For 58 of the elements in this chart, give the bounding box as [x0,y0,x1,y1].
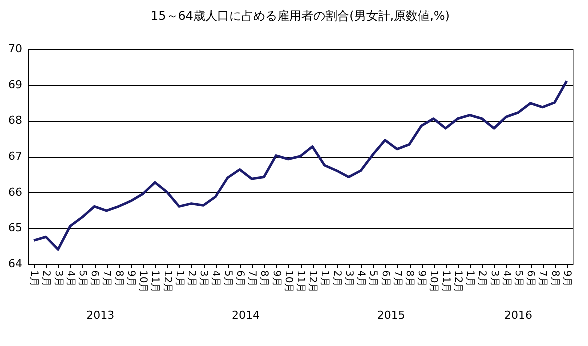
x-tick-label: 7月 [392,270,403,287]
x-tick-label: 8月 [258,270,270,287]
x-tick-label: 6月 [234,270,246,287]
y-tick-label: 64 [8,258,22,270]
x-tick-label: 3月 [343,270,354,287]
x-tick-label: 10月 [428,270,440,294]
y-tick-label: 70 [8,42,22,56]
x-tick-label: 10月 [282,270,294,294]
x-tick-label: 11月 [150,270,161,294]
x-tick-label: 11月 [440,270,452,294]
x-tick-label: 12月 [452,270,464,294]
x-tick-label: 1月 [28,270,40,287]
x-tick-label: 3月 [52,270,64,287]
x-tick-label: 4月 [64,270,76,287]
x-tick-label: 4月 [210,270,222,287]
x-tick-label: 3月 [488,270,500,287]
x-tick-label: 8月 [113,270,124,287]
x-tick-label: 8月 [404,270,415,287]
x-tick-label: 12月 [162,270,173,294]
x-tick-label: 6月 [380,270,391,287]
x-tick-label: 12月 [307,270,318,294]
x-tick-label: 7月 [101,270,112,287]
x-tick-label: 6月 [525,270,536,287]
x-tick-label: 9月 [125,270,136,287]
x-tick-label: 4月 [356,270,367,287]
text: 2016 [504,309,532,322]
y-tick-label: 65 [8,222,22,235]
x-tick-label: 1月 [464,270,476,287]
x-tick-label: 11月 [295,270,306,294]
x-tick-label: 8月 [549,270,560,287]
x-tick-label: 2月 [40,270,52,287]
x-tick-label: 5月 [368,270,379,287]
x-tick-label: 9月 [561,270,572,287]
x-tick-label: 1月 [174,270,185,287]
x-tick-label: 9月 [416,270,428,287]
x-tick-label: 7月 [246,270,258,287]
x-tick-label: 3月 [198,270,210,287]
y-tick-label: 66 [8,186,22,199]
chart-title: 15～64歳人口に占める雇用者の割合(男女計,原数値,%) [151,9,450,23]
x-tick-label: 2月 [331,270,342,287]
x-tick-label: 2月 [476,270,488,287]
y-tick-label: 69 [8,78,22,92]
x-tick-label: 4月 [500,270,512,287]
x-tick-label: 2月 [186,270,197,287]
x-tick-label: 7月 [537,270,548,287]
x-tick-label: 6月 [89,270,100,287]
x-tick-label: 10月 [138,270,149,294]
line-series [32,80,568,251]
y-tick-label: 68 [8,114,22,128]
text: 2015 [377,309,406,322]
x-tick-label: 5月 [77,270,88,287]
x-tick-label: 9月 [270,270,282,287]
x-tick-label: 5月 [513,270,524,287]
text: 2013 [86,309,115,322]
x-tick-label: 1月 [319,270,330,287]
text: 2014 [232,309,260,322]
y-tick-label: 67 [8,150,22,163]
x-tick-label: 5月 [222,270,234,287]
